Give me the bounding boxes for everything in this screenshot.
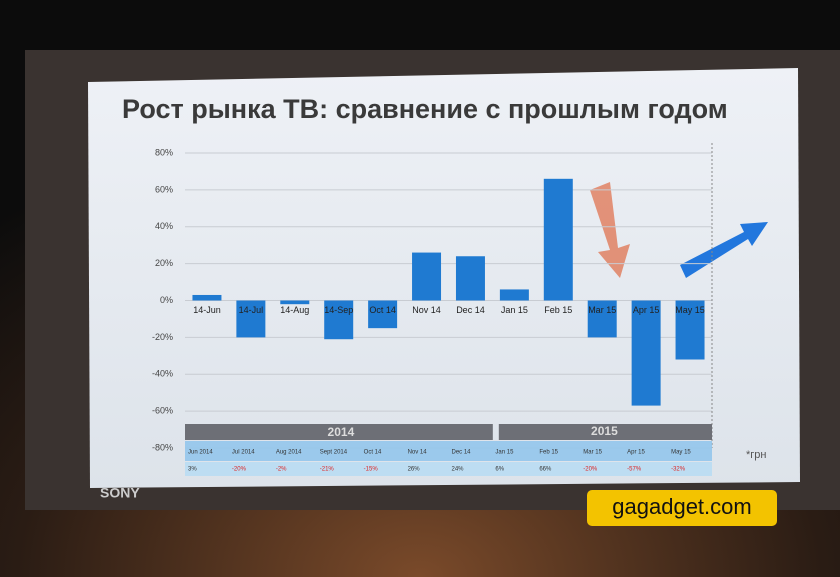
table-value: 3%	[188, 467, 197, 473]
bar	[587, 300, 617, 338]
bar	[412, 252, 442, 301]
table-header: Feb 15	[539, 450, 558, 456]
table-value: 24%	[452, 467, 465, 473]
chart-title: Рост рынка ТВ: сравнение с прошлым годом	[122, 94, 728, 124]
note: *грн	[746, 449, 767, 461]
x-tick-label: Oct 14	[369, 305, 396, 315]
x-tick-label: 14-Aug	[280, 305, 309, 315]
table-header-row	[185, 441, 712, 461]
x-tick-label: 14-Sep	[324, 305, 353, 315]
x-tick-label: Dec 14	[456, 305, 485, 315]
y-tick-label: 60%	[155, 184, 173, 194]
table-value: 6%	[495, 467, 504, 473]
bar	[631, 300, 661, 406]
y-tick-label: -40%	[152, 369, 173, 379]
table-header: Sept 2014	[320, 450, 348, 456]
bar	[324, 300, 354, 340]
down-arrow	[590, 182, 630, 278]
bar	[543, 178, 573, 301]
y-tick-label: 80%	[155, 147, 173, 157]
year-band	[498, 424, 712, 440]
bar	[280, 300, 310, 305]
table-value: -57%	[627, 467, 642, 473]
x-tick-label: 14-Jul	[239, 305, 264, 315]
table-header: Jul 2014	[232, 450, 255, 456]
year-label: 2015	[591, 424, 618, 438]
year-band	[185, 424, 493, 440]
y-tick-label: -20%	[152, 332, 173, 342]
slide	[88, 68, 800, 488]
x-tick-label: Jan 15	[501, 305, 528, 315]
table-header: Apr 15	[627, 450, 645, 456]
table-value: -21%	[320, 467, 335, 473]
table-header: Jun 2014	[188, 450, 213, 456]
watermark-box	[587, 490, 777, 526]
year-label: 2014	[328, 425, 355, 439]
watermark: gagadget.com	[612, 494, 751, 519]
x-tick-label: Apr 15	[633, 305, 660, 315]
x-tick-label: Feb 15	[544, 305, 572, 315]
x-tick-label: Mar 15	[588, 305, 616, 315]
table-header: Jan 15	[495, 450, 514, 456]
table-value: 26%	[408, 467, 421, 473]
table-header: Aug 2014	[276, 450, 302, 456]
table-value: -32%	[671, 467, 686, 473]
y-tick-label: 20%	[155, 258, 173, 268]
x-tick-label: Nov 14	[412, 305, 441, 315]
table-value: -20%	[232, 467, 247, 473]
table-value: 66%	[539, 467, 552, 473]
table-value: -2%	[276, 467, 287, 473]
table-value: -15%	[364, 467, 379, 473]
y-tick-label: 0%	[160, 295, 173, 305]
table-value-row	[185, 462, 712, 476]
bar	[455, 256, 485, 301]
x-tick-label: May 15	[675, 305, 705, 315]
table-value: -20%	[583, 467, 598, 473]
bar	[675, 300, 705, 360]
table-header: May 15	[671, 450, 691, 456]
table-header: Mar 15	[583, 450, 602, 456]
table-header: Oct 14	[364, 450, 382, 456]
x-tick-label: 14-Jun	[193, 305, 221, 315]
bar	[236, 300, 266, 338]
y-tick-label: -60%	[152, 406, 173, 416]
bar	[368, 300, 398, 329]
table-header: Dec 14	[452, 450, 472, 456]
brand: SONY	[100, 485, 140, 501]
bar	[499, 289, 529, 301]
bar	[192, 294, 222, 301]
table-header: Nov 14	[408, 450, 428, 456]
y-tick-label: 40%	[155, 221, 173, 231]
y-tick-label: -80%	[152, 442, 173, 452]
